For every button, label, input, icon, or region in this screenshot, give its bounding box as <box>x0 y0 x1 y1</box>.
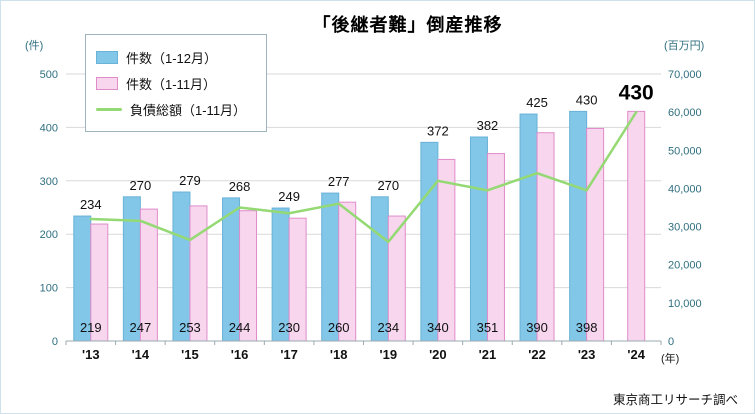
legend: 件数（1-12月） 件数（1-11月） 負債総額（1-11月） <box>85 34 267 132</box>
bar-count-jan-nov <box>627 110 646 342</box>
legend-label: 件数（1-12月） <box>126 50 218 66</box>
bar-value-label: 372 <box>427 123 449 138</box>
bar-bottom-label: 340 <box>427 320 449 335</box>
bar-count-jan-nov <box>437 158 456 342</box>
x-axis-label: '24 <box>627 347 645 362</box>
x-axis-label: '22 <box>528 347 546 362</box>
bar-bottom-label: 260 <box>328 320 350 335</box>
y-axis-right-tick: 20,000 <box>668 260 702 272</box>
y-axis-left-tick: 400 <box>40 122 58 134</box>
bar-bottom-label: 219 <box>80 320 102 335</box>
y-axis-right-tick: 10,000 <box>668 298 702 310</box>
green-line-swatch-icon <box>96 107 122 111</box>
x-axis-label: '21 <box>479 347 497 362</box>
blue-bar-swatch-icon <box>96 50 118 64</box>
pink-bar-swatch-icon <box>96 76 118 90</box>
x-axis-label: '19 <box>380 347 398 362</box>
left-axis-unit: (件) <box>25 40 44 52</box>
bar-value-label: 234 <box>80 197 102 212</box>
legend-item-count-jan-nov: 件数（1-11月） <box>96 70 256 96</box>
bar-count-jan-nov <box>536 132 555 342</box>
x-axis-label: '20 <box>429 347 447 362</box>
bar-count-jan-nov <box>486 153 505 342</box>
bar-bottom-label: 390 <box>526 320 548 335</box>
bar-count-jan-dec <box>321 192 340 342</box>
x-axis-label: '18 <box>330 347 348 362</box>
x-axis-label: '13 <box>82 347 100 362</box>
x-axis-label: '14 <box>132 347 150 362</box>
legend-label: 件数（1-11月） <box>126 76 217 92</box>
bar-value-label: 249 <box>278 189 300 204</box>
y-axis-left-tick: 300 <box>40 176 58 188</box>
x-axis-unit: (年) <box>661 353 680 365</box>
bar-value-label: 270 <box>377 178 399 193</box>
chart-title: 「後継者難」倒産推移 <box>312 15 503 35</box>
y-axis-left-tick: 500 <box>40 69 58 81</box>
legend-item-count-jan-dec: 件数（1-12月） <box>96 44 256 70</box>
bar-bottom-label: 230 <box>278 320 300 335</box>
legend-item-liabilities: 負債総額（1-11月） <box>96 96 256 122</box>
y-axis-left-tick: 0 <box>52 336 58 348</box>
bar-value-label: 430 <box>576 92 598 107</box>
right-axis-unit: (百万円) <box>664 40 705 52</box>
bar-count-jan-dec <box>172 191 191 342</box>
bar-bottom-label: 244 <box>229 320 251 335</box>
bar-count-jan-dec <box>420 141 439 342</box>
bar-value-label: 382 <box>477 118 499 133</box>
bar-value-label: 425 <box>526 95 548 110</box>
y-axis-left-tick: 200 <box>40 229 58 241</box>
y-axis-right-tick: 0 <box>668 336 674 348</box>
highlight-value-label: 430 <box>619 81 654 104</box>
y-axis-right-tick: 70,000 <box>668 69 702 81</box>
y-axis-right-tick: 30,000 <box>668 222 702 234</box>
bar-value-label: 279 <box>179 173 201 188</box>
bar-bottom-label: 234 <box>377 320 399 335</box>
y-axis-left-tick: 100 <box>40 283 58 295</box>
source-credit: 東京商工リサーチ調べ <box>612 393 738 407</box>
bar-bottom-label: 398 <box>576 320 598 335</box>
y-axis-right-tick: 40,000 <box>668 183 702 195</box>
bar-count-jan-dec <box>469 136 488 342</box>
bar-count-jan-nov <box>586 127 605 342</box>
x-axis-label: '17 <box>280 347 298 362</box>
bar-bottom-label: 247 <box>130 320 152 335</box>
x-axis-label: '23 <box>578 347 596 362</box>
liabilities-line <box>89 110 638 244</box>
bar-count-jan-dec <box>569 110 588 342</box>
bar-value-label: 277 <box>328 174 350 189</box>
x-axis-label: '16 <box>231 347 249 362</box>
bar-bottom-label: 351 <box>477 320 499 335</box>
legend-label: 負債総額（1-11月） <box>130 102 247 118</box>
y-axis-right-tick: 60,000 <box>668 107 702 119</box>
y-axis-right-tick: 50,000 <box>668 145 702 157</box>
bar-value-label: 270 <box>130 178 152 193</box>
bar-value-label: 268 <box>229 179 251 194</box>
bar-count-jan-dec <box>519 113 538 342</box>
x-axis-label: '15 <box>181 347 199 362</box>
bar-bottom-label: 253 <box>179 320 201 335</box>
